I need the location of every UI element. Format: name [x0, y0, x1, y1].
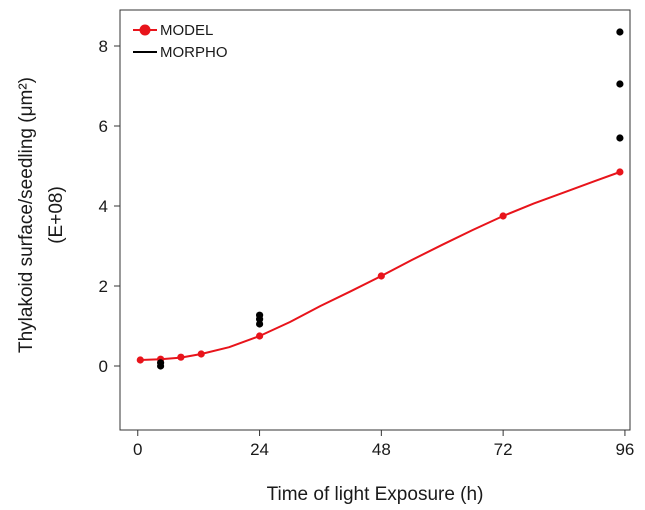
x-axis-title: Time of light Exposure (h) — [267, 484, 484, 505]
y-tick-label: 2 — [99, 277, 108, 296]
data-point-model — [616, 168, 624, 176]
y-tick-label: 0 — [99, 357, 108, 376]
legend-morpho-label: MORPHO — [160, 44, 228, 61]
y-axis-title: Thylakoid surface/seedling (μm²) — [16, 77, 37, 353]
y-tick-label: 6 — [99, 117, 108, 136]
x-tick-label: 0 — [133, 440, 142, 459]
data-point-morpho — [616, 28, 624, 36]
data-point-morpho — [616, 80, 624, 88]
data-point-morpho — [616, 134, 624, 142]
data-point-model — [136, 356, 144, 364]
x-tick-label: 48 — [372, 440, 391, 459]
data-point-model — [177, 353, 185, 361]
legend-model-marker — [139, 24, 151, 36]
data-point-morpho — [157, 359, 165, 367]
series-line-model — [140, 171, 621, 361]
x-axis-ticks: 0 24 48 72 96 — [133, 430, 634, 459]
x-tick-label: 96 — [615, 440, 634, 459]
y-tick-label: 4 — [99, 197, 108, 216]
legend-model-label: MODEL — [160, 22, 213, 39]
y-axis-ticks: 0 2 4 6 8 — [99, 37, 120, 376]
plot-frame — [119, 9, 631, 431]
x-tick-label: 72 — [494, 440, 513, 459]
legend: MODEL MORPHO — [133, 22, 228, 61]
x-tick-label: 24 — [250, 440, 269, 459]
data-point-model — [377, 272, 385, 280]
data-point-model — [256, 332, 264, 340]
data-point-model — [499, 212, 507, 220]
y-tick-label: 8 — [99, 37, 108, 56]
data-point-model — [197, 350, 205, 358]
data-point-morpho — [256, 311, 264, 319]
y-axis-title-unit: (E+08) — [46, 186, 67, 244]
series-layer — [136, 28, 624, 370]
